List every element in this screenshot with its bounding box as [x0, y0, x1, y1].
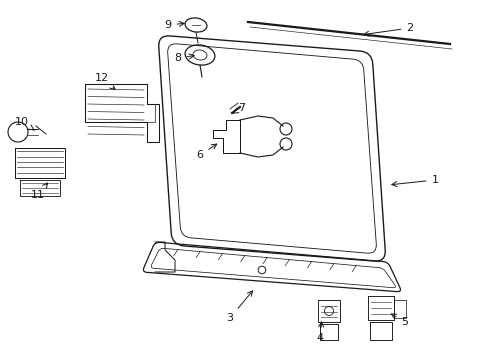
Text: 2: 2	[364, 23, 414, 36]
Text: 10: 10	[15, 117, 34, 130]
Text: 5: 5	[392, 314, 409, 327]
Text: 1: 1	[392, 175, 439, 186]
Text: 6: 6	[196, 144, 217, 160]
Text: 4: 4	[317, 322, 323, 343]
Text: 9: 9	[165, 20, 184, 30]
Text: 8: 8	[174, 53, 194, 63]
Text: 12: 12	[95, 73, 115, 89]
Text: 3: 3	[226, 291, 252, 323]
Text: 11: 11	[31, 183, 48, 200]
Text: 7: 7	[233, 103, 245, 113]
